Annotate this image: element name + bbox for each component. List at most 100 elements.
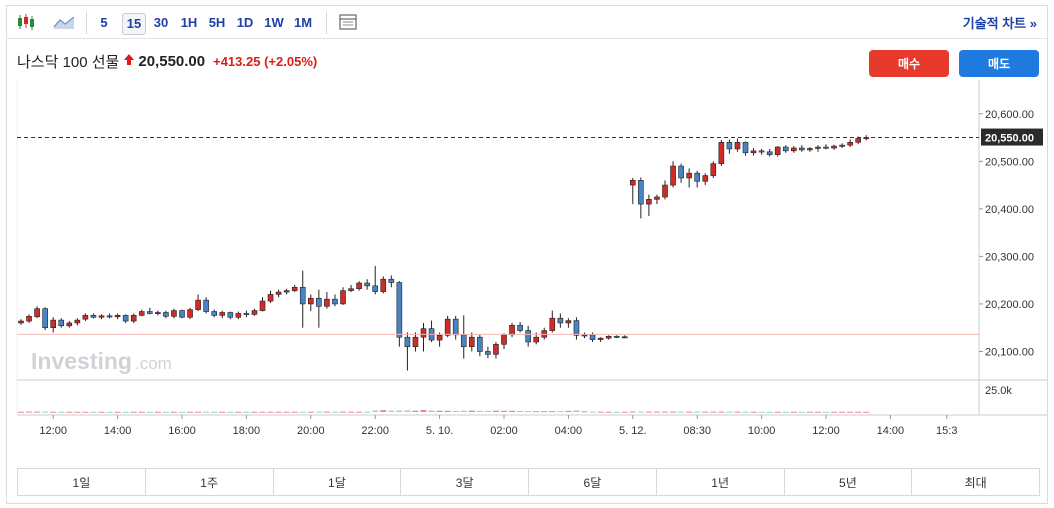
timeframe-1w[interactable]: 1W	[264, 15, 284, 30]
candle-body	[356, 282, 362, 290]
candle-body	[364, 282, 370, 287]
x-tick-label: 20:00	[297, 425, 325, 437]
candle-body	[34, 308, 40, 318]
volume-bar	[702, 411, 709, 413]
volume-bar	[694, 411, 701, 413]
instrument-header: 나스닥 100 선물 20,550.00 +413.25 (+2.05%)	[17, 50, 317, 72]
timeframe-30[interactable]: 30	[153, 15, 169, 30]
sell-button[interactable]: 매도	[959, 50, 1039, 77]
volume-bar	[541, 411, 548, 413]
range-max[interactable]: 최대	[964, 475, 987, 490]
candle	[82, 313, 89, 322]
candle-body	[589, 334, 596, 340]
candle	[98, 314, 105, 320]
volume-bar	[187, 411, 194, 413]
volume-bar	[251, 411, 258, 413]
volume-bar	[468, 410, 475, 412]
volume-bar	[710, 411, 717, 413]
candle	[42, 307, 48, 331]
candle-body	[436, 335, 443, 341]
candle-body	[372, 285, 379, 292]
volume-bar	[557, 411, 564, 413]
x-tick-label: 15:3	[936, 425, 957, 437]
candle	[605, 335, 612, 340]
timeframe-1d[interactable]: 1D	[236, 15, 254, 30]
timeframe-5[interactable]: 5	[100, 15, 108, 30]
instrument-name: 나스닥 100 선물	[17, 53, 120, 71]
y-tick-label: 20,500.00	[985, 156, 1034, 168]
candle	[187, 307, 193, 320]
candle-body	[855, 138, 862, 143]
candle	[26, 314, 32, 323]
candle-body	[581, 334, 588, 337]
candle	[348, 284, 354, 293]
technical-chart-link[interactable]: 기술적 차트 »	[962, 16, 1037, 31]
volume-bar	[170, 411, 177, 413]
volume-bar	[283, 411, 290, 413]
timeframe-5h[interactable]: 5H	[208, 15, 226, 30]
candle	[702, 173, 709, 186]
candle	[235, 311, 242, 320]
candle-body	[58, 319, 65, 327]
volume-bar	[340, 411, 346, 413]
candle	[621, 335, 628, 339]
volume-bar	[146, 411, 153, 413]
candles	[18, 135, 870, 371]
volume-bar	[605, 411, 612, 413]
area-chart-icon[interactable]	[53, 12, 75, 32]
timeframe-15[interactable]: 15	[122, 13, 146, 35]
buy-button[interactable]: 매수	[869, 50, 949, 77]
price-change: +413.25 (+2.05%)	[213, 54, 317, 69]
range-1y[interactable]: 1년	[657, 469, 785, 495]
volume-bar	[565, 410, 572, 412]
volume-bar	[839, 411, 846, 413]
candle	[356, 281, 362, 291]
volume-bar	[179, 411, 185, 413]
range-1d[interactable]: 1일	[18, 469, 146, 495]
candle-body	[509, 325, 515, 336]
volume-bar	[90, 411, 97, 413]
candle-body	[839, 144, 845, 147]
volume-bar	[219, 411, 226, 413]
watermark-suffix: .com	[135, 354, 172, 373]
candle	[364, 279, 370, 290]
candle	[613, 335, 620, 339]
volume-bar	[629, 411, 636, 413]
volume-bar	[734, 411, 741, 413]
candle-body	[243, 313, 250, 315]
range-3m[interactable]: 3달	[401, 469, 529, 495]
x-tick-label: 5. 10.	[426, 425, 454, 437]
candle	[171, 308, 177, 319]
range-6m[interactable]: 6달	[529, 469, 657, 495]
candle-body	[187, 309, 193, 318]
x-tick-label: 04:00	[555, 425, 583, 437]
timeframe-1h[interactable]: 1H	[180, 15, 198, 30]
volume-bar	[750, 411, 757, 413]
timeframe-1m[interactable]: 1M	[293, 15, 313, 30]
candle-body	[750, 150, 757, 154]
range-5y[interactable]: 5년	[785, 469, 913, 495]
x-tick-label: 10:00	[748, 425, 776, 437]
volume-bar	[742, 411, 749, 413]
candle-body	[452, 318, 459, 336]
volume-bar	[686, 411, 693, 413]
range-1m[interactable]: 1달	[274, 469, 402, 495]
candle	[718, 139, 725, 167]
volume-bar	[501, 410, 507, 412]
candle-body	[324, 298, 330, 307]
candlestick-icon[interactable]	[15, 12, 37, 32]
candle	[790, 146, 797, 153]
candle	[815, 145, 821, 152]
range-1w[interactable]: 1주	[146, 469, 274, 495]
layout-icon[interactable]	[337, 12, 359, 32]
y-tick-label: 20,100.00	[985, 346, 1034, 358]
candle	[332, 294, 338, 307]
candle-body	[283, 290, 290, 293]
candle	[283, 288, 290, 295]
candle	[412, 332, 419, 352]
candle	[517, 322, 523, 333]
candle	[726, 139, 733, 154]
price-chart[interactable]: Investing .com 20,600.00 20,500.00 20,400.…	[7, 80, 1047, 450]
volume-bar	[34, 411, 41, 413]
candle-body	[742, 141, 749, 154]
